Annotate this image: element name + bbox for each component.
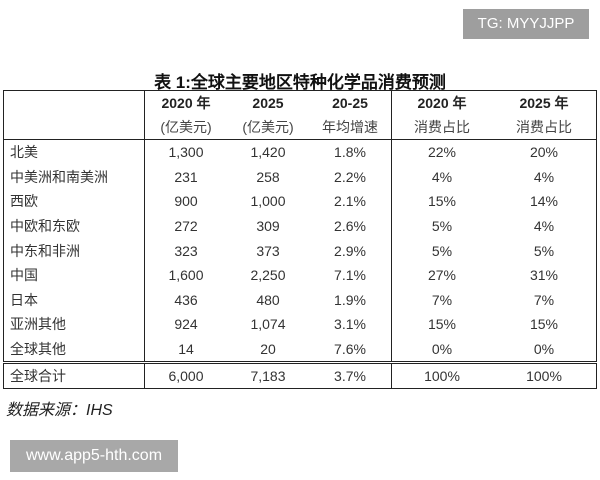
value-cell: 231 xyxy=(174,168,198,185)
table-row: 中欧和东欧 272 309 2.6% 5% 4% xyxy=(3,213,597,239)
region-cell: 西欧 xyxy=(3,189,145,214)
table-row: 亚洲其他 924 1,074 3.1% 15% 15% xyxy=(3,312,597,337)
header-cell: 2020 年 xyxy=(161,95,211,111)
consumption-table: 2020 年 2025 20-25 2020 年 2025 年 (亿美元) (亿… xyxy=(3,90,597,390)
value-cell: 31% xyxy=(529,267,559,284)
value-cell: 4% xyxy=(533,168,555,185)
value-cell: 900 xyxy=(174,193,198,210)
table-row: 日本 436 480 1.9% 7% 7% xyxy=(3,287,597,313)
data-source: 数据来源：IHS xyxy=(6,402,113,419)
header-cell: 2020 年 xyxy=(417,95,467,111)
watermark-top: TG: MYYJJPP xyxy=(463,9,589,39)
value-cell: 373 xyxy=(256,242,280,259)
table-row: 全球其他 14 20 7.6% 0% 0% xyxy=(3,336,597,363)
value-cell: 2.6% xyxy=(309,213,392,239)
value-cell: 1,600 xyxy=(168,267,204,284)
value-cell: 20 xyxy=(260,341,276,358)
value-cell: 2.2% xyxy=(309,164,392,190)
value-cell: 22% xyxy=(427,144,457,161)
value-cell: 15% xyxy=(427,316,457,333)
region-cell: 北美 xyxy=(3,139,145,165)
value-cell: 5% xyxy=(533,242,555,259)
value-cell: 480 xyxy=(256,291,280,308)
value-cell: 0% xyxy=(533,341,555,358)
value-cell: 6,000 xyxy=(144,361,227,389)
value-cell: 7% xyxy=(533,291,555,308)
value-cell: 7% xyxy=(431,291,453,308)
table-row: 中东和非洲 323 373 2.9% 5% 5% xyxy=(3,238,597,263)
header-cell: 消费占比 xyxy=(492,115,597,140)
value-cell: 15% xyxy=(427,193,457,210)
value-cell: 4% xyxy=(533,218,555,235)
value-cell: 7.6% xyxy=(309,336,392,363)
region-cell: 日本 xyxy=(3,287,145,313)
header-cell: 2025 xyxy=(252,95,284,111)
table-row: 西欧 900 1,000 2.1% 15% 14% xyxy=(3,189,597,214)
header-cell: 20-25 xyxy=(309,90,392,115)
value-cell: 309 xyxy=(256,218,280,235)
table-title: 表 1:全球主要地区特种化学品消费预测 xyxy=(154,73,446,92)
header-cell: 消费占比 xyxy=(391,115,492,140)
value-cell: 4% xyxy=(431,168,453,185)
value-cell: 14% xyxy=(529,193,559,210)
value-cell: 5% xyxy=(431,242,453,259)
value-cell: 1,300 xyxy=(168,144,204,161)
region-cell: 亚洲其他 xyxy=(3,312,145,337)
region-cell: 全球合计 xyxy=(3,361,145,389)
value-cell: 436 xyxy=(174,291,198,308)
value-cell: 7,183 xyxy=(227,361,309,389)
header-row: (亿美元) (亿美元) 年均增速 消费占比 消费占比 xyxy=(3,115,597,140)
header-cell: 年均增速 xyxy=(309,115,392,140)
region-cell: 中美洲和南美洲 xyxy=(3,164,145,190)
value-cell: 27% xyxy=(427,267,457,284)
region-cell: 中国 xyxy=(3,262,145,288)
region-cell: 中欧和东欧 xyxy=(3,213,145,239)
total-row: 全球合计 6,000 7,183 3.7% 100% 100% xyxy=(3,361,597,389)
value-cell: 272 xyxy=(174,218,198,235)
table-row: 中美洲和南美洲 231 258 2.2% 4% 4% xyxy=(3,164,597,190)
value-cell: 20% xyxy=(529,144,559,161)
value-cell: 323 xyxy=(174,242,198,259)
value-cell: 0% xyxy=(431,341,453,358)
value-cell: 1,074 xyxy=(250,316,286,333)
value-cell: 5% xyxy=(431,218,453,235)
value-cell: 3.1% xyxy=(309,312,392,337)
value-cell: 258 xyxy=(256,168,280,185)
value-cell: 1.8% xyxy=(309,139,392,165)
region-cell: 中东和非洲 xyxy=(3,238,145,263)
header-row: 2020 年 2025 20-25 2020 年 2025 年 xyxy=(3,90,597,115)
region-cell: 全球其他 xyxy=(3,336,145,363)
value-cell: 2,250 xyxy=(250,267,286,284)
value-cell: 1,000 xyxy=(250,193,286,210)
table-row: 中国 1,600 2,250 7.1% 27% 31% xyxy=(3,262,597,288)
value-cell: 2.9% xyxy=(309,238,392,263)
header-cell: (亿美元) xyxy=(144,115,227,140)
value-cell: 100% xyxy=(391,361,492,389)
table-row: 北美 1,300 1,420 1.8% 22% 20% xyxy=(3,139,597,165)
value-cell: 1.9% xyxy=(309,287,392,313)
value-cell: 1,420 xyxy=(250,144,286,161)
value-cell: 2.1% xyxy=(309,189,392,214)
header-cell: 2025 年 xyxy=(519,95,569,111)
watermark-bottom: www.app5-hth.com xyxy=(10,440,178,472)
value-cell: 14 xyxy=(178,341,194,358)
value-cell: 924 xyxy=(174,316,198,333)
value-cell: 15% xyxy=(529,316,559,333)
header-cell: (亿美元) xyxy=(227,115,309,140)
value-cell: 3.7% xyxy=(309,361,392,389)
value-cell: 100% xyxy=(492,361,597,389)
value-cell: 7.1% xyxy=(309,262,392,288)
